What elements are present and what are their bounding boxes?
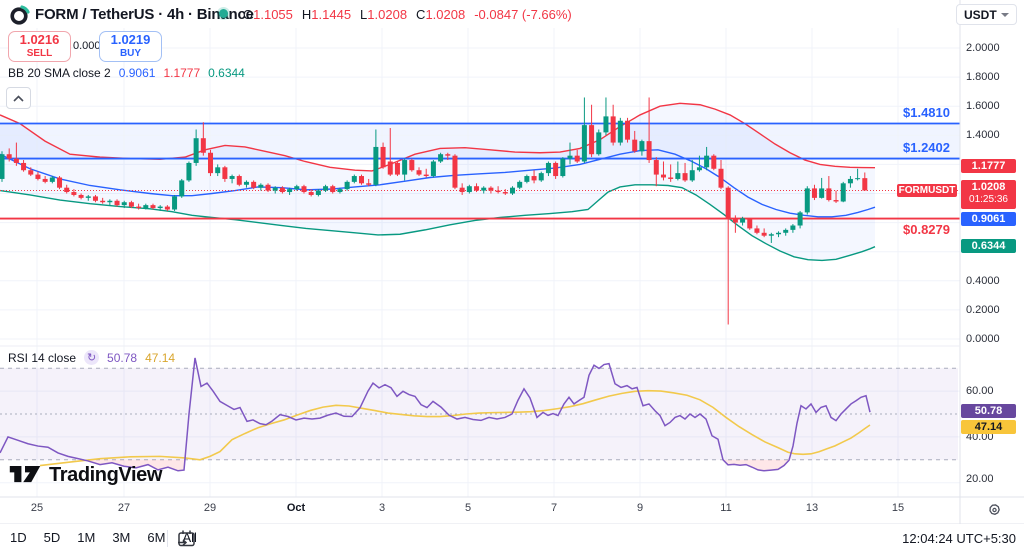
level-label-1.2402[interactable]: $1.2402 [903,140,950,155]
bb-lower-value: 0.6344 [208,66,245,80]
watermark-label: TradingView [49,463,163,486]
spread-value: 0.0003 [73,40,107,52]
axis-tick-label: 40.00 [966,431,994,443]
ohlc-item: O1.1055 [243,7,293,22]
buy-button[interactable]: 1.0219 BUY [99,31,162,62]
time-tick-label: 9 [636,502,644,514]
sell-price: 1.0216 [19,32,60,48]
rsi-ma-axis-badge: 47.14 [961,420,1016,434]
chevron-down-icon [1001,12,1009,17]
bollinger-legend[interactable]: BB 20 SMA close 2 0.9061 1.1777 0.6344 [8,66,245,80]
buy-label: BUY [119,48,142,60]
rsi-ma-value: 47.14 [145,350,176,365]
ohlc-item: H1.1445 [301,7,352,22]
chevron-up-icon [13,94,24,102]
range-button-1d[interactable]: 1D [10,530,27,545]
ohlc-item: L1.0208 [360,7,408,22]
time-tick-label: 25 [30,502,44,514]
time-tick-label: Oct [286,502,306,514]
last-price-axis-badge: 1.0208 01:25:36 [961,180,1016,209]
axis-tick-label: 1.6000 [966,100,1000,112]
time-tick-label: 15 [891,502,905,514]
time-tick-label: 29 [203,502,217,514]
level-label-0.8279[interactable]: $0.8279 [903,222,950,237]
bb-upper-value: 1.1777 [163,66,201,80]
rsi-axis-badge: 50.78 [961,404,1016,418]
bar-countdown: 01:25:36 [969,194,1008,206]
symbol-axis-tag: FORMUSDT [897,184,957,197]
bb-upper-axis-badge: 1.1777 [961,159,1016,173]
bb-lower-axis-badge: 0.6344 [961,239,1016,253]
axis-tick-label: 0.4000 [966,275,1000,287]
time-tick-label: 5 [464,502,472,514]
sell-button[interactable]: 1.0216 SELL [8,31,71,62]
bb-sma-value: 0.9061 [118,66,156,80]
axis-tick-label: 20.00 [966,473,994,485]
change-value: -0.0847 (-7.66%) [474,7,572,22]
clock[interactable]: 12:04:24 UTC+5:30 [902,531,1016,546]
rsi-value: 50.78 [107,350,138,365]
settings-gear-icon[interactable] [986,501,1003,518]
time-tick-label: 27 [117,502,131,514]
buy-price: 1.0219 [110,32,151,48]
time-tick-label: 13 [805,502,819,514]
range-button-5d[interactable]: 5D [43,530,61,545]
last-price-value: 1.0208 [971,181,1006,193]
axis-tick-label: 0.0000 [966,333,1000,345]
level-label-1.4810[interactable]: $1.4810 [903,105,950,120]
axis-tick-label: 1.8000 [966,71,1000,83]
range-button-1m[interactable]: 1M [77,530,96,545]
bb-sma-axis-badge: 0.9061 [961,212,1016,226]
tradingview-logo-icon [9,466,41,483]
time-axis[interactable]: 25 27 29 Oct 3 5 7 9 11 13 15 [0,498,960,520]
symbol-title[interactable]: FORM / TetherUS · 4h · Binance [35,6,254,23]
range-button-6m[interactable]: 6M [147,530,166,545]
currency-label: USDT [964,7,997,22]
market-status-icon[interactable] [219,9,228,18]
time-tick-label: 11 [720,502,732,514]
ohlc-values: O1.1055 H1.1445 L1.0208 C1.0208 -0.0847 (-7.… [243,7,572,22]
rsi-refresh-icon: ↻ [84,350,100,365]
bollinger-legend-title: BB 20 SMA close 2 [8,66,111,80]
time-tick-label: 3 [378,502,386,514]
axis-tick-label: 2.0000 [966,42,1000,54]
collapse-legend-button[interactable] [6,87,31,109]
symbol-header: FORM / TetherUS · 4h · Binance O1.1055 H1… [0,0,960,28]
axis-tick-label: 1.4000 [966,129,1000,141]
sell-label: SELL [26,48,53,60]
toolbar-divider [167,530,168,547]
axis-tick-label: 0.2000 [966,304,1000,316]
currency-selector[interactable]: USDT [956,4,1017,25]
tradingview-watermark: TradingView [8,463,162,487]
broker-logo-icon[interactable] [9,4,30,26]
time-tick-label: 7 [550,502,558,514]
ohlc-item: C1.0208 [416,7,466,22]
bottom-toolbar: 1D 5D 1M 3M 6M All 12:04:24 UTC+5:30 [0,524,1024,555]
range-button-3m[interactable]: 3M [112,530,131,545]
axis-tick-label: 60.00 [966,385,994,397]
range-buttons: 1D 5D 1M 3M 6M All [10,530,197,545]
go-to-date-icon[interactable] [177,529,197,548]
rsi-legend[interactable]: RSI 14 close ↻ 50.78 47.14 [8,350,175,365]
rsi-legend-title: RSI 14 close [8,350,77,365]
